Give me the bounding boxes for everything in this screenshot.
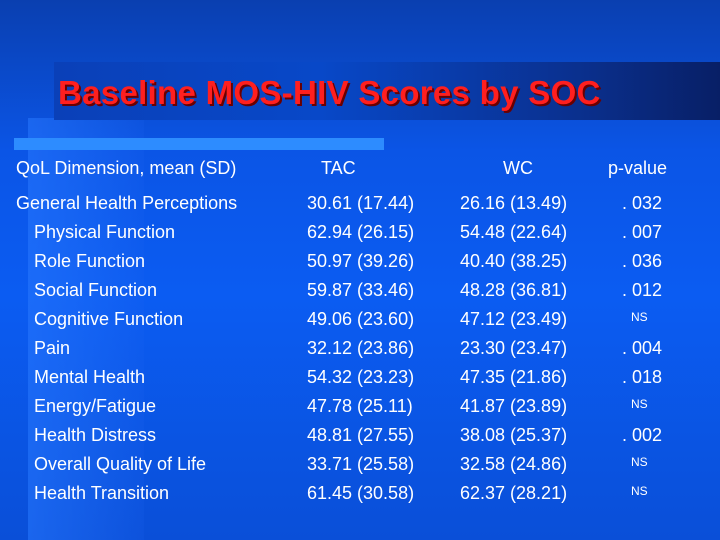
title-underline-bar bbox=[14, 138, 384, 150]
row-tac-value: 54.32 (23.23) bbox=[307, 367, 415, 387]
row-wc-value: 47.35 (21.86) bbox=[460, 367, 568, 387]
row-dimension: Social Function bbox=[34, 280, 158, 300]
row-dimension: Cognitive Function bbox=[34, 309, 184, 329]
row-wc-value: 38.08 (25.37) bbox=[460, 425, 568, 445]
row-tac-value: 47.78 (25.11) bbox=[307, 396, 413, 416]
header-tac: TAC bbox=[321, 158, 356, 178]
row-tac-value: 61.45 (30.58) bbox=[307, 483, 415, 503]
row-dimension: Health Distress bbox=[34, 425, 157, 445]
row-wc-value: 23.30 (23.47) bbox=[460, 338, 568, 358]
row-wc-value: 26.16 (13.49) bbox=[460, 193, 568, 213]
row-tac-value: 49.06 (23.60) bbox=[307, 309, 415, 329]
row-p-value: NS bbox=[631, 455, 648, 469]
header-wc: WC bbox=[503, 158, 533, 178]
row-p-value: . 012 bbox=[622, 280, 663, 300]
slide-title: Baseline MOS-HIV Scores by SOC bbox=[58, 74, 601, 111]
row-tac-value: 50.97 (39.26) bbox=[307, 251, 415, 271]
row-dimension: Role Function bbox=[34, 251, 146, 271]
row-dimension: Health Transition bbox=[34, 483, 170, 503]
row-dimension: Overall Quality of Life bbox=[34, 454, 207, 474]
left-accent-bar bbox=[28, 118, 144, 540]
row-wc-value: 48.28 (36.81) bbox=[460, 280, 568, 300]
row-tac-value: 62.94 (26.15) bbox=[307, 222, 415, 242]
row-tac-value: 48.81 (27.55) bbox=[307, 425, 415, 445]
row-p-value: . 007 bbox=[622, 222, 663, 242]
row-tac-value: 33.71 (25.58) bbox=[307, 454, 415, 474]
row-wc-value: 62.37 (28.21) bbox=[460, 483, 568, 503]
row-p-value: . 002 bbox=[622, 425, 663, 445]
row-wc-value: 32.58 (24.86) bbox=[460, 454, 568, 474]
row-wc-value: 47.12 (23.49) bbox=[460, 309, 568, 329]
row-p-value: NS bbox=[631, 397, 648, 411]
row-tac-value: 30.61 (17.44) bbox=[307, 193, 415, 213]
row-wc-value: 54.48 (22.64) bbox=[460, 222, 568, 242]
row-p-value: NS bbox=[631, 310, 648, 324]
row-dimension: Mental Health bbox=[34, 367, 146, 387]
header-dimension: QoL Dimension, mean (SD) bbox=[16, 158, 237, 178]
row-p-value: NS bbox=[631, 484, 648, 498]
header-p-value: p-value bbox=[608, 158, 668, 178]
row-p-value: . 004 bbox=[622, 338, 663, 358]
row-tac-value: 32.12 (23.86) bbox=[307, 338, 415, 358]
row-dimension: Energy/Fatigue bbox=[34, 396, 157, 416]
row-p-value: . 036 bbox=[622, 251, 663, 271]
row-p-value: . 018 bbox=[622, 367, 663, 387]
row-wc-value: 40.40 (38.25) bbox=[460, 251, 568, 271]
row-dimension: General Health Perceptions bbox=[16, 193, 238, 213]
row-dimension: Pain bbox=[34, 338, 71, 358]
row-dimension: Physical Function bbox=[34, 222, 176, 242]
title-band bbox=[54, 62, 720, 120]
row-wc-value: 41.87 (23.89) bbox=[460, 396, 568, 416]
row-tac-value: 59.87 (33.46) bbox=[307, 280, 415, 300]
row-p-value: . 032 bbox=[622, 193, 663, 213]
